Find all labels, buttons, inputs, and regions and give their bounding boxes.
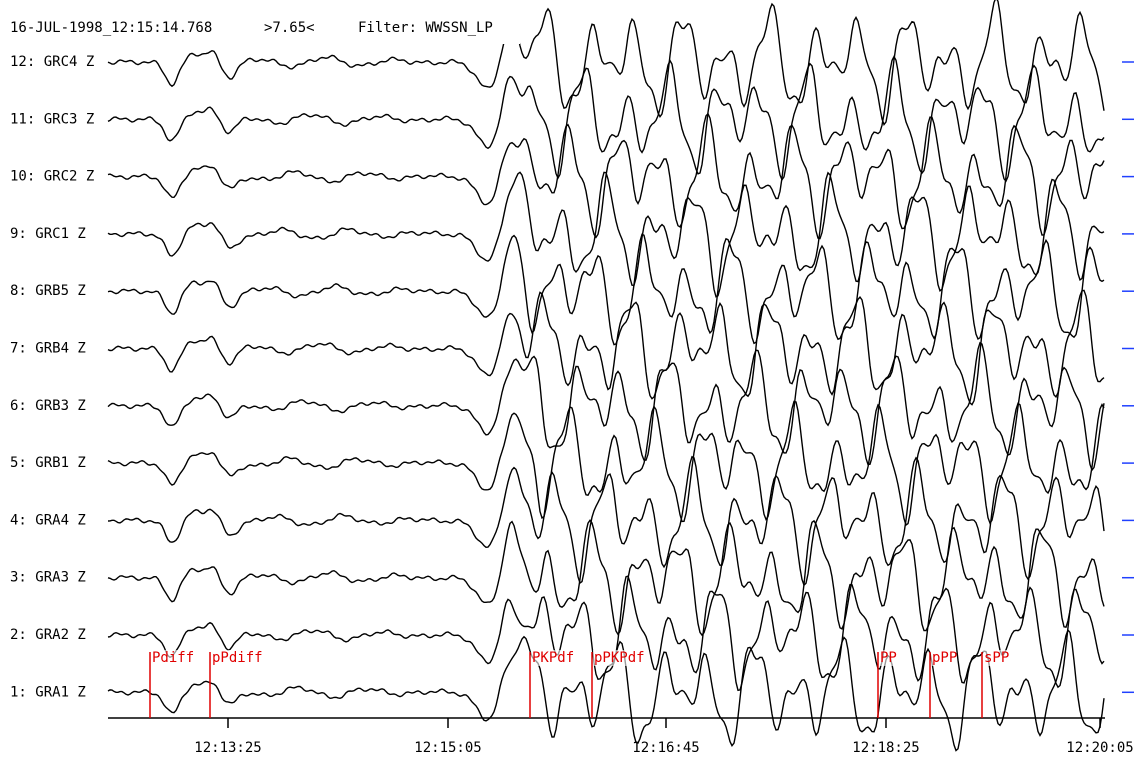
time-tick-label: 12:20:05 <box>1066 740 1133 756</box>
trace-label: 10: GRC2 Z <box>10 169 94 185</box>
time-tick-label: 12:18:25 <box>852 740 919 756</box>
header-datetime: 16-JUL-1998_12:15:14.768 <box>10 20 212 36</box>
phase-label: pPP <box>932 650 957 666</box>
trace-label: 3: GRA3 Z <box>10 570 86 586</box>
label-backdrop <box>0 44 106 704</box>
trace-label: 11: GRC3 Z <box>10 111 94 127</box>
time-tick-label: 12:15:05 <box>414 740 481 756</box>
waveform <box>107 55 1105 183</box>
phase-backdrop <box>879 650 895 666</box>
waveform <box>107 455 1105 587</box>
phase-backdrop <box>931 650 955 666</box>
time-tick-label: 12:13:25 <box>194 740 261 756</box>
phase-backdrop <box>151 650 191 666</box>
phase-label: sPP <box>984 650 1009 666</box>
phase-backdrop <box>211 650 259 666</box>
waveform <box>107 289 1105 406</box>
trace-label: 1: GRA1 Z <box>10 684 86 700</box>
trace-labels: 12: GRC4 Z 11: GRC3 Z 10: GRC2 Z 9: GRC1 Z 8… <box>10 54 94 700</box>
phase-label: PKPdf <box>532 650 574 666</box>
header-magnitude: >7.65< <box>264 20 315 36</box>
phase-backdrop <box>593 650 641 666</box>
trace-label: 8: GRB5 Z <box>10 283 86 299</box>
trace-label: 7: GRB4 Z <box>10 341 86 357</box>
trace-label: 9: GRC1 Z <box>10 226 86 242</box>
time-tick-label: 12:16:45 <box>632 740 699 756</box>
waveform <box>107 0 1105 126</box>
phase-label: pPdiff <box>212 650 263 666</box>
trace-label: 2: GRA2 Z <box>10 627 86 643</box>
waveform <box>107 341 1105 472</box>
trace-label: 12: GRC4 Z <box>10 54 94 70</box>
waveforms <box>107 0 1105 752</box>
trace-label: 5: GRB1 Z <box>10 455 86 471</box>
phase-label: PP <box>880 650 897 666</box>
phase-backdrop <box>531 650 571 666</box>
waveform <box>107 628 1105 752</box>
waveform <box>107 400 1105 527</box>
header-filter: Filter: WWSSN_LP <box>358 20 493 36</box>
waveform <box>107 519 1105 637</box>
trace-label: 4: GRA4 Z <box>10 512 86 528</box>
header-backdrop <box>0 0 520 44</box>
phase-label: pPKPdf <box>594 650 645 666</box>
phase-label: Pdiff <box>152 650 194 666</box>
phase-backdrop <box>983 650 1007 666</box>
waveform <box>107 575 1105 692</box>
waveform <box>107 112 1105 240</box>
waveform <box>107 171 1105 298</box>
trace-label: 6: GRB3 Z <box>10 398 86 414</box>
